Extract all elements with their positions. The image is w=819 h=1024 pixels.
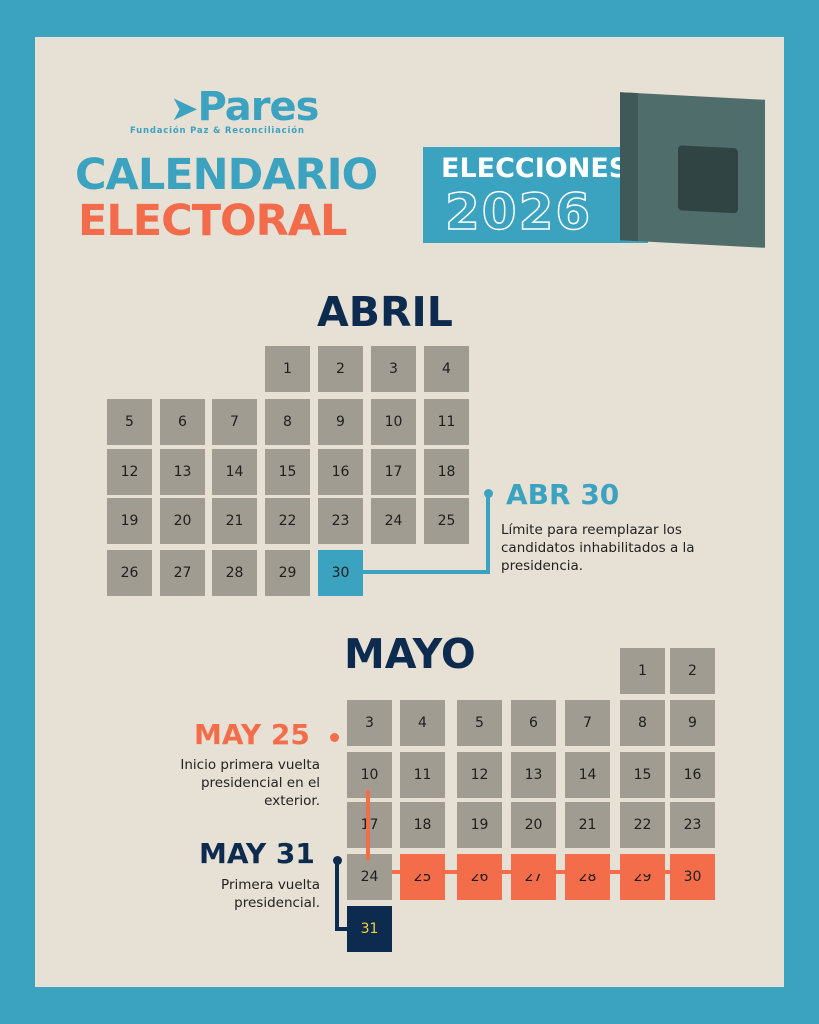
day-cell-15: 15	[265, 449, 310, 495]
day-cell-8: 8	[620, 700, 665, 746]
logo-subtitle: Fundación Paz & Reconciliación	[130, 126, 305, 136]
month-title-april: ABRIL	[317, 288, 453, 336]
event-desc-may31: Primera vuelta presidencial.	[221, 877, 320, 911]
bird-icon: ➤	[170, 89, 198, 129]
day-cell-12: 12	[457, 752, 502, 798]
ballot-box-image	[620, 92, 765, 248]
title-line-1: CALENDARIO	[75, 150, 378, 200]
day-cell-28: 28	[565, 854, 610, 900]
day-cell-21: 21	[565, 802, 610, 848]
day-cell-13: 13	[160, 449, 205, 495]
connector-line	[366, 790, 370, 860]
day-cell-11: 11	[400, 752, 445, 798]
day-cell-24: 24	[347, 854, 392, 900]
day-cell-30: 30	[318, 550, 363, 596]
day-cell-16: 16	[670, 752, 715, 798]
day-cell-1: 1	[265, 346, 310, 392]
day-cell-5: 5	[107, 399, 152, 445]
day-cell-16: 16	[318, 449, 363, 495]
day-cell-27: 27	[160, 550, 205, 596]
day-cell-7: 7	[565, 700, 610, 746]
month-title-may: MAYO	[344, 630, 476, 678]
day-cell-19: 19	[107, 498, 152, 544]
day-cell-10: 10	[371, 399, 416, 445]
day-cell-26: 26	[457, 854, 502, 900]
day-cell-25: 25	[424, 498, 469, 544]
day-cell-19: 19	[457, 802, 502, 848]
day-cell-15: 15	[620, 752, 665, 798]
event-desc-may25: Inicio primera vuelta presidencial en el…	[180, 757, 320, 809]
day-cell-4: 4	[400, 700, 445, 746]
day-cell-23: 23	[318, 498, 363, 544]
day-cell-14: 14	[565, 752, 610, 798]
day-cell-30: 30	[670, 854, 715, 900]
day-cell-6: 6	[511, 700, 556, 746]
day-cell-31: 31	[347, 906, 392, 952]
event-title-abr30: ABR 30	[506, 478, 620, 511]
connector-line	[486, 493, 490, 574]
day-cell-29: 29	[265, 550, 310, 596]
day-cell-22: 22	[265, 498, 310, 544]
day-cell-1: 1	[620, 648, 665, 694]
title-line-2: ELECTORAL	[78, 196, 347, 246]
day-cell-14: 14	[212, 449, 257, 495]
connector-dot	[330, 733, 339, 742]
event-title-may25: MAY 25	[194, 718, 310, 751]
day-cell-27: 27	[511, 854, 556, 900]
event-title-may31: MAY 31	[199, 837, 315, 870]
pares-logo: ➤Pares	[170, 84, 319, 130]
banner-year: 2026	[444, 182, 593, 242]
event-desc-abr30: Límite para reemplazar los candidatos in…	[501, 522, 695, 574]
day-cell-28: 28	[212, 550, 257, 596]
day-cell-9: 9	[670, 700, 715, 746]
day-cell-17: 17	[371, 449, 416, 495]
day-cell-3: 3	[371, 346, 416, 392]
day-cell-26: 26	[107, 550, 152, 596]
day-cell-29: 29	[620, 854, 665, 900]
day-cell-5: 5	[457, 700, 502, 746]
day-cell-18: 18	[424, 449, 469, 495]
day-cell-13: 13	[511, 752, 556, 798]
day-cell-20: 20	[511, 802, 556, 848]
connector-dot	[484, 489, 493, 498]
day-cell-24: 24	[371, 498, 416, 544]
day-cell-7: 7	[212, 399, 257, 445]
day-cell-12: 12	[107, 449, 152, 495]
connector-line	[335, 927, 351, 931]
day-cell-23: 23	[670, 802, 715, 848]
day-cell-4: 4	[424, 346, 469, 392]
connector-dot	[333, 856, 342, 865]
day-cell-22: 22	[620, 802, 665, 848]
day-cell-20: 20	[160, 498, 205, 544]
day-cell-9: 9	[318, 399, 363, 445]
day-cell-2: 2	[318, 346, 363, 392]
day-cell-21: 21	[212, 498, 257, 544]
connector-line	[392, 870, 682, 874]
day-cell-2: 2	[670, 648, 715, 694]
day-cell-3: 3	[347, 700, 392, 746]
day-cell-25: 25	[400, 854, 445, 900]
day-cell-18: 18	[400, 802, 445, 848]
day-cell-6: 6	[160, 399, 205, 445]
connector-line	[335, 860, 339, 930]
day-cell-11: 11	[424, 399, 469, 445]
day-cell-8: 8	[265, 399, 310, 445]
connector-line	[362, 570, 490, 574]
banner-label: ELECCIONES	[441, 153, 629, 184]
elections-banner: ELECCIONES 2026	[423, 147, 648, 243]
